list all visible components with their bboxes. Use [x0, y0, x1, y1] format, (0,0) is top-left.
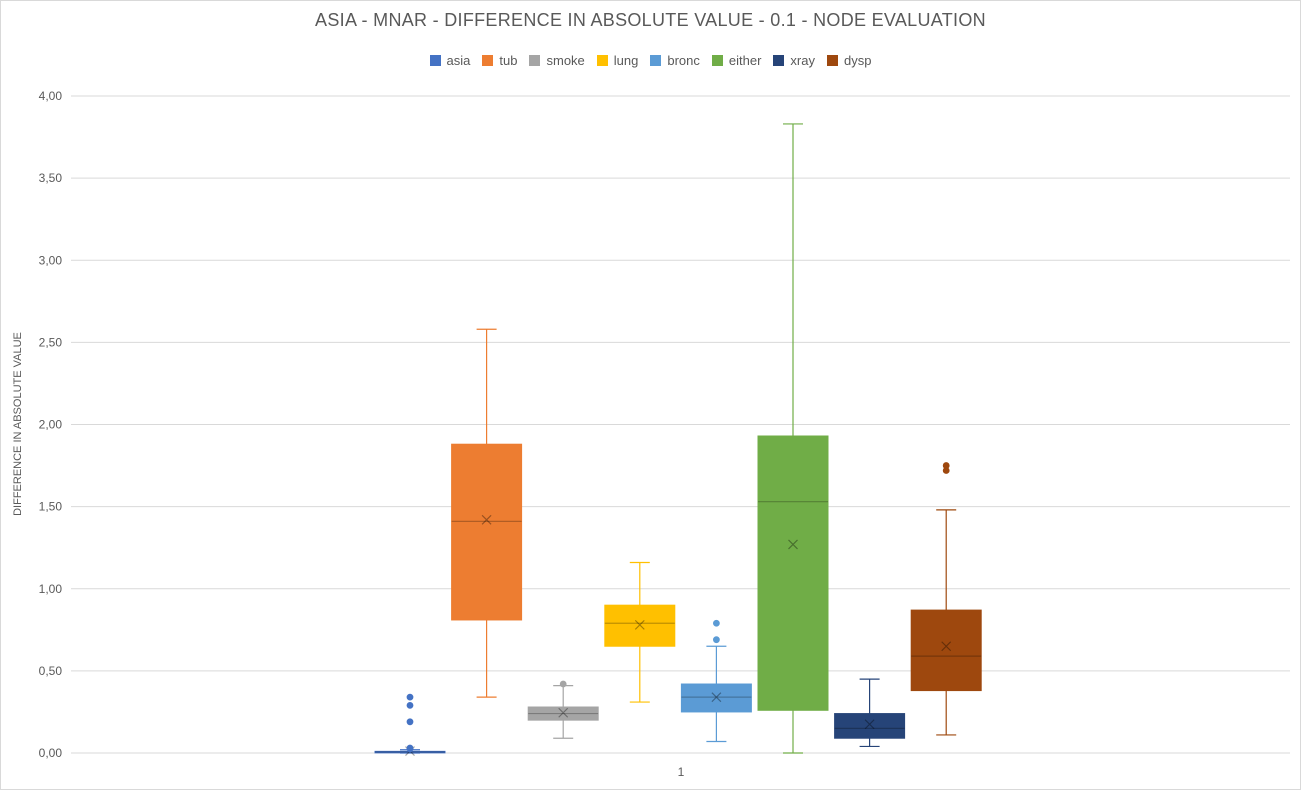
- either-box: [757, 435, 829, 711]
- dysp-mean-marker: [941, 641, 952, 652]
- legend-label: either: [728, 53, 762, 68]
- legend-swatch: [826, 55, 838, 66]
- bronc-outlier: [713, 636, 720, 644]
- xray-box: [834, 713, 906, 739]
- bronc-mean-marker: [711, 692, 722, 703]
- chart-title: ASIA - MNAR - DIFFERENCE IN ABSOLUTE VAL…: [315, 10, 986, 30]
- legend-swatch: [482, 55, 494, 66]
- y-tick-label: 3,00: [39, 253, 63, 267]
- bronc-outlier: [713, 619, 720, 627]
- lung-box: [604, 604, 676, 647]
- smoke-box: [527, 706, 599, 721]
- asia-outlier: [406, 718, 414, 726]
- legend-item-lung: lung: [596, 53, 639, 68]
- y-tick-label: 0,50: [39, 664, 63, 678]
- legend-swatch: [529, 55, 541, 66]
- tub-box: [451, 443, 523, 621]
- smoke-mean-marker: [558, 707, 569, 718]
- legend-label: bronc: [667, 53, 700, 68]
- legend-item-either: either: [711, 53, 762, 68]
- y-tick-label: 1,50: [39, 500, 63, 514]
- legend-swatch: [596, 55, 608, 66]
- smoke-outlier: [559, 680, 567, 688]
- tub-mean-marker: [481, 514, 492, 525]
- legend-swatch: [429, 55, 441, 66]
- legend-item-dysp: dysp: [826, 53, 872, 68]
- asia-outlier: [406, 701, 414, 709]
- legend-item-tub: tub: [482, 53, 517, 68]
- xray-mean-marker: [864, 719, 875, 730]
- x-tick-label: 1: [678, 765, 685, 779]
- asia-outlier: [406, 693, 414, 701]
- y-tick-label: 2,00: [39, 418, 63, 432]
- legend-swatch: [773, 55, 785, 66]
- y-tick-label: 3,50: [39, 171, 63, 185]
- legend-label: dysp: [843, 53, 872, 68]
- legend-label: lung: [613, 53, 639, 68]
- bronc-box: [680, 683, 752, 713]
- legend-item-bronc: bronc: [650, 53, 700, 68]
- legend-label: asia: [446, 53, 471, 68]
- legend-item-xray: xray: [773, 53, 815, 68]
- dysp-box: [910, 609, 982, 692]
- legend-label: tub: [499, 53, 518, 68]
- chart-legend: asia tub smoke lung bronc either xray dysp: [0, 53, 1301, 68]
- y-tick-label: 4,00: [39, 89, 63, 103]
- dysp-outlier: [942, 462, 950, 469]
- y-tick-label: 1,00: [39, 582, 63, 596]
- legend-swatch: [650, 55, 662, 66]
- lung-mean-marker: [634, 619, 645, 630]
- asia-outlier: [406, 745, 414, 753]
- legend-item-smoke: smoke: [529, 53, 585, 68]
- y-tick-label: 2,50: [39, 335, 63, 349]
- legend-swatch: [711, 55, 723, 66]
- legend-label: smoke: [546, 53, 585, 68]
- legend-label: xray: [790, 53, 815, 68]
- legend-item-asia: asia: [429, 53, 471, 68]
- either-mean-marker: [788, 539, 798, 550]
- y-tick-label: 0,00: [39, 746, 63, 760]
